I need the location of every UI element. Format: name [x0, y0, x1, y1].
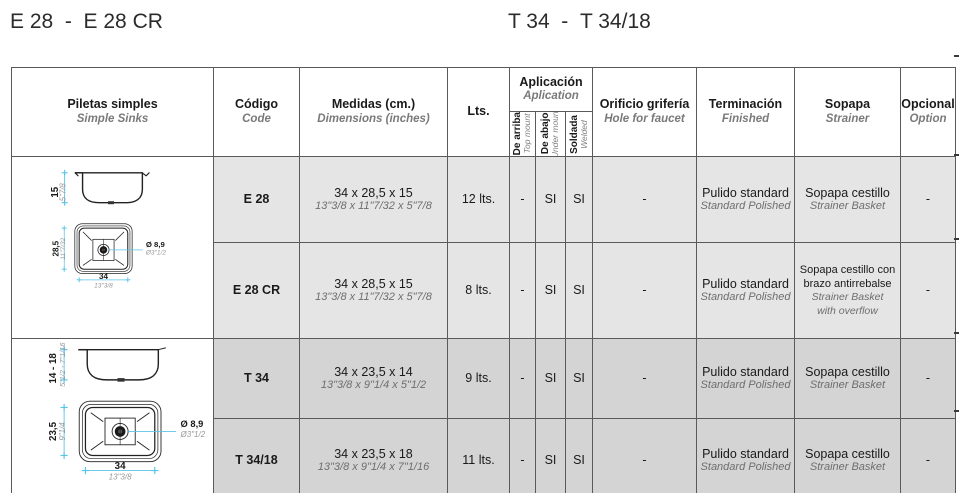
svg-text:11"7/32: 11"7/32 — [60, 237, 67, 259]
svg-text:5"1/2 - 7"1/16: 5"1/2 - 7"1/16 — [58, 342, 67, 387]
svg-text:Ø 8,9: Ø 8,9 — [146, 240, 166, 249]
svg-text:13"3/8: 13"3/8 — [94, 282, 113, 289]
svg-text:5"7/8: 5"7/8 — [58, 183, 67, 202]
svg-text:Ø 8,9: Ø 8,9 — [181, 419, 204, 429]
svg-text:9"1/4: 9"1/4 — [58, 422, 67, 441]
svg-text:34: 34 — [115, 461, 126, 472]
svg-text:34: 34 — [99, 272, 108, 281]
svg-text:Ø3"1/2: Ø3"1/2 — [180, 430, 206, 439]
svg-text:13"3/8: 13"3/8 — [109, 472, 132, 481]
svg-text:Ø3"1/2: Ø3"1/2 — [145, 249, 166, 256]
